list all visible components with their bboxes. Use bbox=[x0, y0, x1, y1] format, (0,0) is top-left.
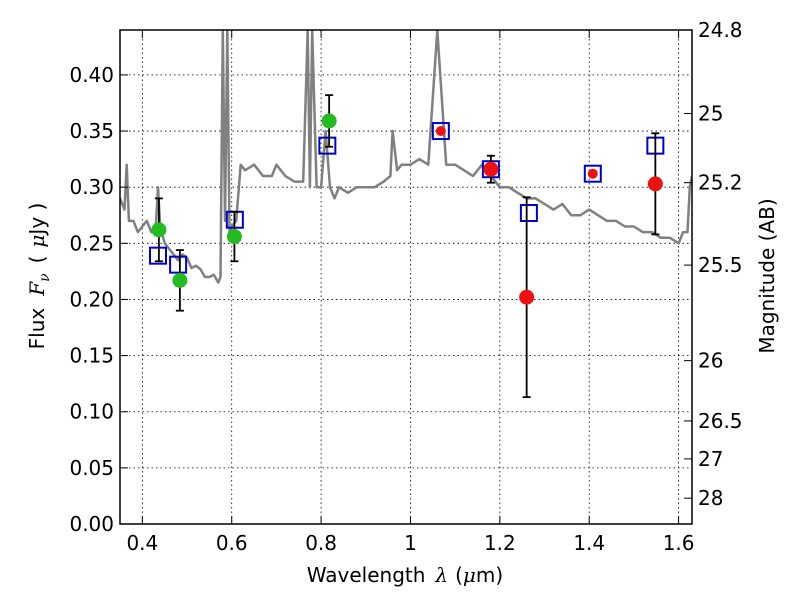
points-layer bbox=[148, 94, 665, 399]
y2-tick-label: 25.5 bbox=[698, 253, 743, 277]
y-tick-label: 0.25 bbox=[69, 231, 114, 255]
x-tick-label: 0.6 bbox=[216, 531, 248, 555]
y-tick-label: 0.35 bbox=[69, 119, 114, 143]
y2-tick-label: 25 bbox=[698, 102, 723, 126]
ticks-layer: 0.4 0.6 0.8 1 1.2 1.4 1.6 0.00 0.05 0.10 0.15 0.20 0… bbox=[69, 18, 742, 555]
y2-axis-title: Magnitude (AB) bbox=[755, 198, 779, 353]
spectrum-layer bbox=[120, 30, 692, 284]
y-tick-label: 0.05 bbox=[69, 456, 114, 480]
y2-tick-label: 28 bbox=[698, 486, 723, 510]
y2-tick-label: 24.8 bbox=[698, 18, 743, 42]
y-tick-label: 0.15 bbox=[69, 344, 114, 368]
observed-point bbox=[226, 229, 242, 245]
y2-tick-label: 26.5 bbox=[698, 409, 743, 433]
x-tick-label: 1 bbox=[404, 531, 417, 555]
observed-point bbox=[172, 272, 188, 288]
y2-tick-label: 27 bbox=[698, 447, 723, 471]
observed-point bbox=[151, 222, 167, 238]
y-tick-label: 0.00 bbox=[69, 512, 114, 536]
x-tick-label: 1.6 bbox=[663, 531, 695, 555]
x-axis-title: Wavelength λ (μm) bbox=[307, 563, 503, 587]
observed-point bbox=[647, 176, 663, 192]
model-square bbox=[431, 122, 450, 141]
x-tick-label: 1.2 bbox=[484, 531, 516, 555]
y-tick-label: 0.10 bbox=[69, 400, 114, 424]
plot-frame bbox=[119, 29, 693, 525]
y-tick-label: 0.40 bbox=[69, 63, 114, 87]
observed-point bbox=[321, 113, 337, 129]
y-tick-label: 0.20 bbox=[69, 287, 114, 311]
model-square bbox=[169, 255, 188, 274]
spectrum-line bbox=[120, 30, 692, 284]
observed-point bbox=[587, 168, 598, 179]
x-tick-label: 1.4 bbox=[573, 531, 605, 555]
y2-tick-label: 25.2 bbox=[698, 171, 743, 195]
observed-point bbox=[435, 126, 446, 137]
x-tick-label: 0.4 bbox=[126, 531, 158, 555]
x-tick-label: 0.8 bbox=[305, 531, 337, 555]
model-square bbox=[318, 136, 337, 155]
observed-point bbox=[483, 161, 499, 177]
observed-point bbox=[519, 289, 535, 305]
y-tick-label: 0.30 bbox=[69, 175, 114, 199]
model-square bbox=[519, 204, 538, 223]
y-axis-title: FluxFν(μJy ) bbox=[25, 203, 53, 350]
model-square bbox=[583, 164, 602, 183]
y2-tick-label: 26 bbox=[698, 349, 723, 373]
